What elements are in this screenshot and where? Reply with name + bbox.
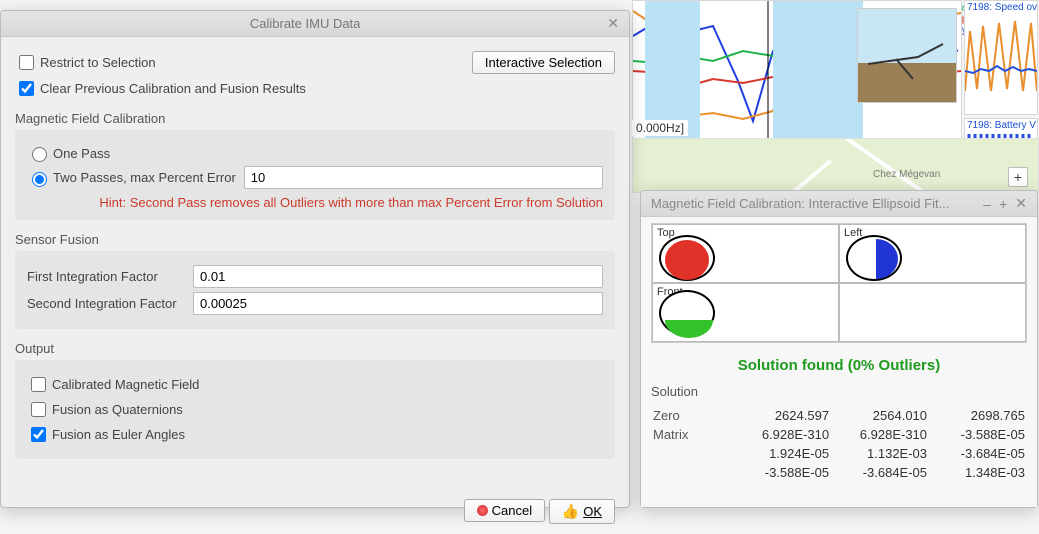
interactive-selection-button[interactable]: Interactive Selection [472, 51, 615, 74]
sensor-fusion-section: Sensor Fusion [15, 232, 615, 247]
out-euler-checkbox[interactable]: Fusion as Euler Angles [27, 424, 185, 445]
view-front: Front [652, 283, 839, 342]
restrict-to-selection-checkbox[interactable]: Restrict to Selection [15, 52, 156, 73]
cancel-button[interactable]: Cancel [464, 499, 545, 522]
sensor-fusion-panel: First Integration Factor Second Integrat… [15, 251, 615, 329]
clear-previous-checkbox[interactable]: Clear Previous Calibration and Fusion Re… [15, 78, 306, 99]
max-percent-error-input[interactable] [244, 166, 603, 189]
first-integration-label: First Integration Factor [27, 269, 187, 284]
map-zoom-in-button[interactable]: + [1008, 167, 1028, 187]
view-top: Top [652, 224, 839, 283]
ellipsoid-titlebar[interactable]: Magnetic Field Calibration: Interactive … [641, 191, 1037, 217]
close-icon[interactable]: ✕ [603, 15, 623, 32]
out-quat-checkbox[interactable]: Fusion as Quaternions [27, 399, 183, 420]
ellipsoid-title: Magnetic Field Calibration: Interactive … [647, 196, 979, 211]
mag-calib-section: Magnetic Field Calibration [15, 111, 615, 126]
calibrate-imu-dialog: Calibrate IMU Data ✕ Restrict to Selecti… [0, 10, 630, 508]
speed-chart[interactable]: 7198: Speed ov [964, 0, 1038, 115]
ellipsoid-close-icon[interactable]: ✕ [1011, 195, 1031, 212]
second-integration-input[interactable] [193, 292, 603, 315]
cancel-icon [477, 505, 488, 516]
map-place-label: Chez Mégevan [873, 169, 940, 180]
solution-found: Solution found (0% Outliers) [651, 357, 1027, 374]
hint-text: Hint: Second Pass removes all Outliers w… [27, 195, 603, 210]
output-panel: Calibrated Magnetic Field Fusion as Quat… [15, 360, 615, 459]
one-pass-radio[interactable]: One Pass [27, 144, 110, 162]
speed-chart-label: 7198: Speed ov [967, 2, 1037, 13]
out-mag-checkbox[interactable]: Calibrated Magnetic Field [27, 374, 199, 395]
view-empty [839, 283, 1026, 342]
view-left: Left [839, 224, 1026, 283]
map[interactable]: Chez Mégevan + [632, 138, 1039, 193]
output-section: Output [15, 341, 615, 356]
minimize-icon[interactable]: – [979, 196, 995, 212]
ellipsoid-views[interactable]: Top Left Front [651, 223, 1027, 343]
solution-table: Zero 2624.597 2564.010 2698.765 Matrix 6… [651, 405, 1027, 483]
two-passes-radio[interactable]: Two Passes, max Percent Error [27, 169, 236, 187]
first-integration-input[interactable] [193, 265, 603, 288]
dialog-titlebar[interactable]: Calibrate IMU Data ✕ [1, 11, 629, 37]
solution-section: Solution Zero 2624.597 2564.010 2698.765… [651, 384, 1027, 483]
dialog-title: Calibrate IMU Data [7, 16, 603, 31]
battery-chart-label: 7198: Battery V [967, 120, 1036, 131]
ok-icon: 👍 [562, 503, 579, 520]
mag-calib-panel: One Pass Two Passes, max Percent Error H… [15, 130, 615, 220]
maximize-icon[interactable]: + [995, 196, 1011, 212]
attitude-3d-preview [857, 8, 957, 103]
ellipsoid-dialog: Magnetic Field Calibration: Interactive … [640, 190, 1038, 508]
second-integration-label: Second Integration Factor [27, 296, 187, 311]
ok-button[interactable]: 👍OK [549, 499, 615, 524]
hz-label: 0.000Hz] [632, 120, 688, 136]
